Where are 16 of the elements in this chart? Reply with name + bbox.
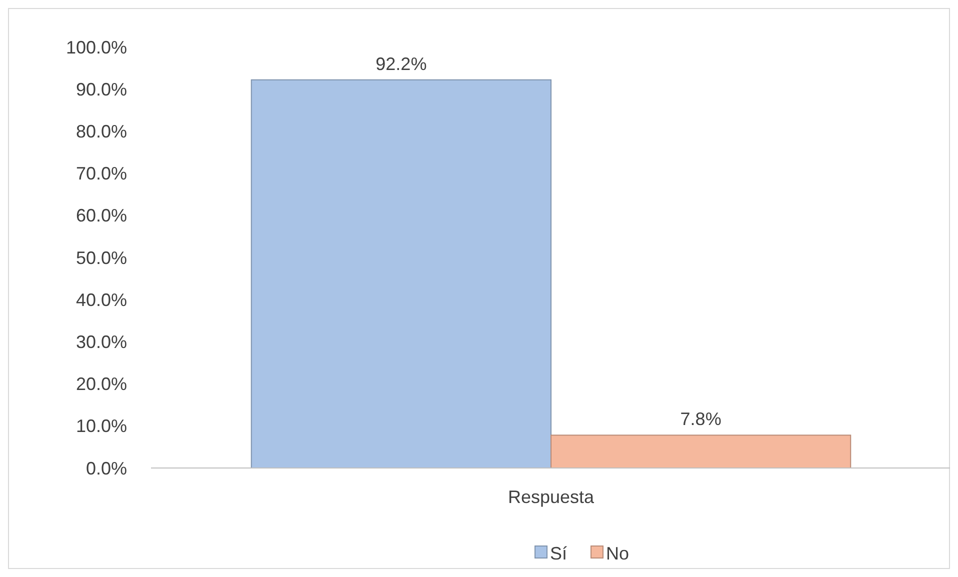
- data-label: 7.8%: [680, 409, 722, 430]
- y-tick-label: 80.0%: [76, 122, 127, 142]
- y-tick-label: 20.0%: [76, 374, 127, 394]
- y-tick-label: 100.0%: [66, 37, 127, 58]
- y-tick-label: 90.0%: [76, 79, 127, 100]
- y-tick-label: 10.0%: [76, 416, 127, 436]
- y-tick-label: 0.0%: [86, 458, 127, 478]
- y-tick-label: 60.0%: [76, 206, 127, 226]
- y-tick-label: 70.0%: [76, 164, 127, 184]
- data-label: 92.2%: [376, 54, 427, 74]
- y-tick-label: 50.0%: [76, 248, 127, 268]
- y-tick-label: 40.0%: [76, 290, 127, 310]
- x-tick-label: Respuesta: [508, 487, 596, 507]
- y-tick-label: 30.0%: [76, 332, 127, 352]
- legend-label: Sí: [550, 543, 568, 564]
- legend-label: No: [606, 543, 630, 564]
